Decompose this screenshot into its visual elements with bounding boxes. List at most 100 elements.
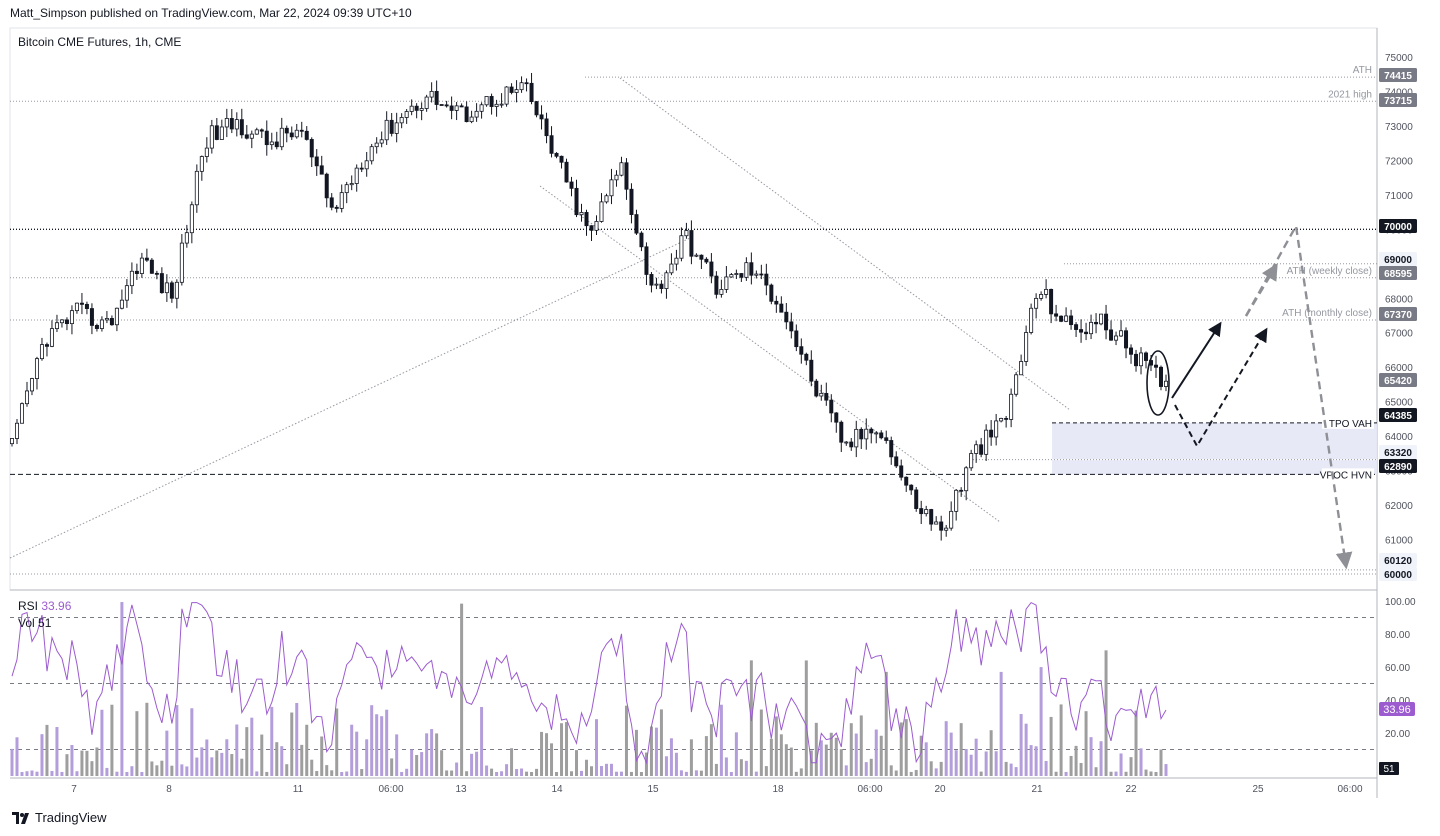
candle-body (1049, 288, 1054, 315)
candle-body (14, 422, 19, 439)
volume-bar (919, 735, 923, 776)
volume-bar (415, 754, 419, 776)
rally-then-crash-arrow (1244, 222, 1353, 570)
candle-body (1144, 352, 1149, 361)
candle-body (329, 197, 334, 208)
volume-bar (100, 709, 104, 776)
candle-body (299, 129, 304, 132)
time-tick-label: 06:00 (1337, 784, 1362, 795)
volume-bar (345, 771, 349, 776)
volume-bar (400, 771, 404, 776)
volume-bar (719, 704, 723, 776)
candle-body (974, 444, 979, 454)
rising-trendline (9, 237, 691, 559)
candle-body (1089, 321, 1094, 335)
price-label: 65420 (1384, 376, 1412, 387)
candle-body (189, 204, 194, 234)
candle-body (519, 82, 524, 91)
candle-body (54, 322, 59, 330)
candle-body (354, 167, 359, 184)
candle-body (869, 428, 874, 434)
candle-body (949, 510, 954, 529)
candle-body (34, 358, 39, 379)
rsi-tick-label: 40.00 (1385, 696, 1410, 707)
brand-name: TradingView (35, 810, 107, 825)
candle-body (129, 270, 134, 287)
volume-bar (664, 756, 668, 776)
tradingview-logo[interactable]: TradingView (12, 810, 107, 825)
publisher-header: Matt_Simpson published on TradingView.co… (10, 6, 412, 20)
volume-bar (575, 750, 579, 776)
candle-body (559, 155, 564, 163)
volume-bar (1149, 771, 1153, 776)
volume-bar (899, 722, 903, 776)
scenario-arrows (1171, 222, 1353, 570)
volume-bar (155, 765, 159, 776)
time-tick-label: 11 (293, 784, 304, 795)
candle-body (1039, 294, 1044, 299)
volume-bar (1104, 650, 1108, 776)
volume-bar (824, 744, 828, 776)
volume-bar (684, 771, 688, 776)
volume-bar (175, 705, 179, 776)
time-tick-label: 25 (1252, 784, 1264, 795)
candle-body (124, 285, 129, 301)
volume-bar (999, 671, 1003, 776)
volume-bar (545, 733, 549, 776)
candle-body (709, 261, 714, 277)
volume-bar (1069, 755, 1073, 776)
candle-body (149, 259, 154, 274)
candle-body (454, 105, 459, 111)
candle-body (524, 82, 529, 85)
candle-body (434, 90, 439, 105)
candle-body (644, 246, 649, 275)
price-label-box (1379, 252, 1417, 266)
candle-body (984, 429, 989, 455)
volume-bar (200, 747, 204, 776)
price-candles (9, 72, 1169, 541)
rsi-title: RSI 33.96 (18, 599, 72, 613)
volume-bar (255, 771, 259, 776)
candle-body (204, 147, 209, 157)
volume-bar (604, 763, 608, 776)
candle-body (19, 403, 24, 424)
volume-bar (709, 724, 713, 776)
volume-bar (624, 705, 628, 776)
candle-body (144, 257, 149, 261)
volume-bar (914, 769, 918, 776)
volume-bar (1004, 761, 1008, 776)
rsi-line (11, 601, 1167, 765)
candle-body (84, 303, 89, 309)
volume-bar (944, 721, 948, 776)
candle-body (1074, 324, 1079, 330)
volume-bar (904, 719, 908, 776)
candle-body (384, 119, 389, 141)
candle-body (249, 133, 254, 139)
volume-bar (225, 739, 229, 776)
volume-bar (614, 771, 618, 776)
candle-body (439, 104, 444, 106)
volume-bar (475, 751, 479, 776)
volume-bar (1044, 760, 1048, 776)
candle-body (479, 104, 484, 112)
candle-body (1029, 307, 1034, 333)
price-tick-label: 73000 (1385, 122, 1413, 133)
volume-bar (959, 723, 963, 776)
volume-bar (260, 734, 264, 776)
trendlines (9, 77, 1071, 559)
candle-body (969, 453, 974, 469)
volume-bar (275, 742, 279, 776)
volume-bar (160, 760, 164, 776)
volume-bar (634, 729, 638, 776)
volume-bar (20, 771, 24, 776)
price-labels: 74415 73715 70000 69000 68595 67370 65420 64385… (1379, 68, 1417, 581)
chart-title: Bitcoin CME Futures, 1h, CME (18, 35, 181, 49)
candle-body (864, 428, 869, 440)
volume-bar (989, 730, 993, 776)
volume-bar (1034, 746, 1038, 776)
volume-bar (674, 752, 678, 776)
price-label: 62890 (1384, 462, 1412, 473)
candle-body (319, 165, 324, 175)
price-label: 64385 (1384, 411, 1412, 422)
chart[interactable]: Bitcoin CME Futures, 1h, CME ATH 2021 hig… (0, 0, 1440, 800)
